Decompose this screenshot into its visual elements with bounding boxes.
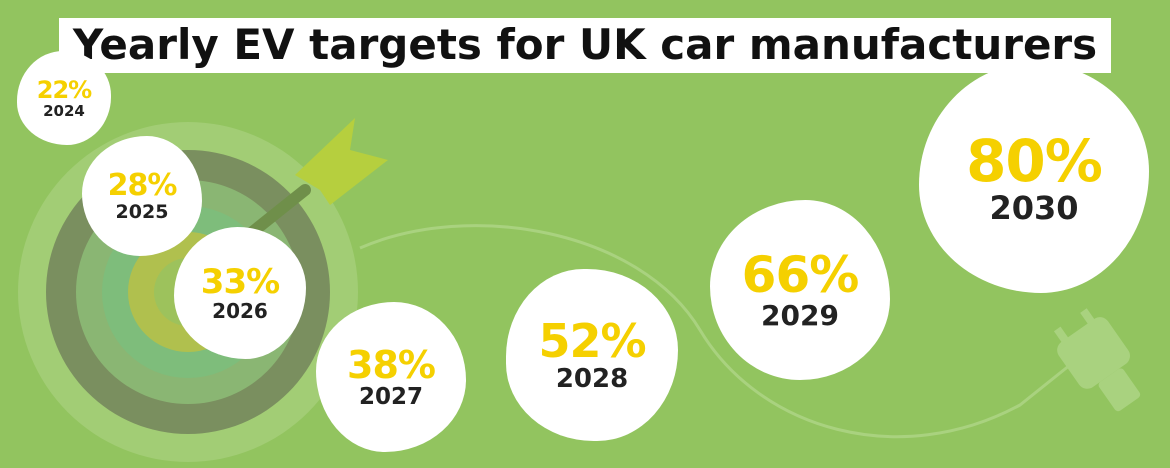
value-label-2027: 38% xyxy=(347,342,436,387)
year-label-2025: 2025 xyxy=(115,200,169,223)
value-label-2030: 80% xyxy=(966,127,1103,195)
bubble-2024: 22% 2024 xyxy=(17,51,111,145)
value-label-2026: 33% xyxy=(200,262,280,302)
value-label-2029: 66% xyxy=(741,246,860,304)
chart-title: Yearly EV targets for UK car manufacture… xyxy=(0,18,1170,73)
charger-plug-icon xyxy=(1053,308,1141,412)
value-label-2025: 28% xyxy=(107,167,178,203)
year-label-2026: 2026 xyxy=(212,299,268,323)
chart-title-text: Yearly EV targets for UK car manufacture… xyxy=(58,18,1112,73)
year-label-2030: 2030 xyxy=(989,189,1079,227)
value-label-2028: 52% xyxy=(538,314,646,368)
year-label-2028: 2028 xyxy=(555,364,629,394)
bubble-2028: 52% 2028 xyxy=(506,269,678,441)
bubble-2025: 28% 2025 xyxy=(82,136,202,256)
bubble-2026: 33% 2026 xyxy=(174,227,306,359)
year-label-2024: 2024 xyxy=(43,101,85,120)
year-label-2029: 2029 xyxy=(761,299,839,332)
bubble-2029: 66% 2029 xyxy=(710,200,890,380)
charging-cable xyxy=(359,224,1071,439)
value-label-2024: 22% xyxy=(36,75,92,104)
bubble-2030: 80% 2030 xyxy=(919,63,1149,293)
bubble-2027: 38% 2027 xyxy=(316,302,466,452)
year-label-2027: 2027 xyxy=(358,383,423,410)
